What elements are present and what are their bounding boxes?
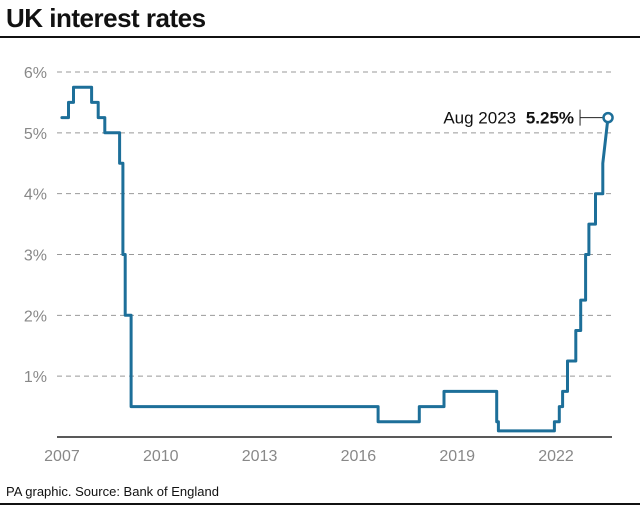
annotation-label: Aug 2023 5.25% [443, 109, 574, 128]
annotation-date: Aug 2023 [443, 109, 516, 128]
x-tick-label: 2022 [538, 448, 574, 465]
x-tick-label: 2019 [439, 448, 475, 465]
annotation-value: 5.25% [526, 109, 574, 128]
annotation-marker [602, 111, 614, 124]
x-axis-tick-labels: 2007 2010 2013 2016 2019 2022 [44, 448, 574, 465]
x-tick-label: 2016 [341, 448, 377, 465]
y-tick-label: 2% [24, 308, 47, 325]
source-note: PA graphic. Source: Bank of England [6, 484, 219, 499]
footer-divider [0, 503, 640, 505]
gridlines [57, 71, 612, 377]
y-tick-label: 4% [24, 187, 47, 204]
y-axis-tick-labels: 1% 2% 3% 4% 5% 6% [24, 65, 47, 386]
line-chart: 1% 2% 3% 4% 5% 6% 2007 2010 2013 2016 2019 2022 Au… [24, 65, 614, 465]
x-tick-label: 2013 [242, 448, 278, 465]
series-layer [60, 85, 610, 433]
chart-title: UK interest rates [6, 3, 206, 33]
y-tick-label: 6% [24, 65, 47, 82]
title-divider [0, 36, 640, 38]
series-line-0 [60, 85, 610, 433]
y-tick-label: 1% [24, 369, 47, 386]
x-tick-label: 2010 [143, 448, 179, 465]
y-tick-label: 5% [24, 126, 47, 143]
x-tick-label: 2007 [44, 448, 80, 465]
y-tick-label: 3% [24, 248, 47, 265]
annotation: Aug 2023 5.25% [443, 109, 614, 128]
